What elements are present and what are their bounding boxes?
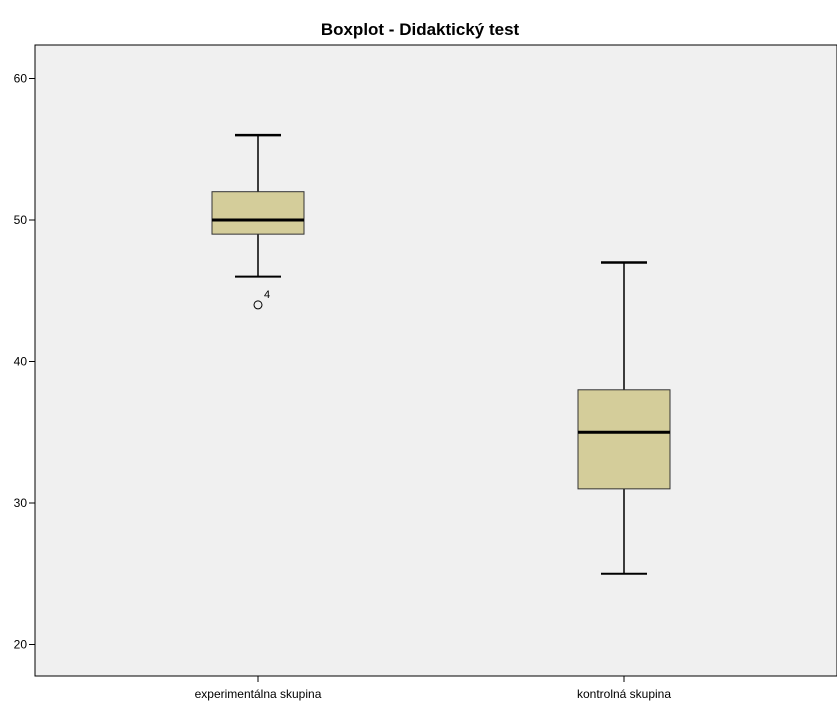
box-group-control	[577, 261, 671, 575]
y-tick-label-20: 20	[14, 638, 28, 652]
y-tick-label-30: 30	[14, 496, 28, 510]
y-tick-label-60: 60	[14, 72, 28, 86]
box-group-experimental: 4	[211, 133, 305, 310]
box-experimental	[211, 191, 305, 235]
box-control	[577, 389, 671, 490]
x-tick-label-control: kontrolná skupina	[577, 687, 671, 701]
boxes-layer: 4	[211, 133, 671, 575]
y-axis: 20 30 40 50 60	[14, 72, 35, 652]
outlier-label-experimental-0: 4	[264, 289, 270, 301]
chart-title: Boxplot - Didaktický test	[321, 20, 520, 39]
outlier-point-experimental-0	[253, 300, 263, 310]
y-tick-label-50: 50	[14, 213, 28, 227]
y-tick-label-40: 40	[14, 355, 28, 369]
x-axis: experimentálna skupina kontrolná skupina	[195, 676, 671, 701]
plot-area	[34, 44, 837, 677]
x-tick-label-experimental: experimentálna skupina	[195, 687, 322, 701]
